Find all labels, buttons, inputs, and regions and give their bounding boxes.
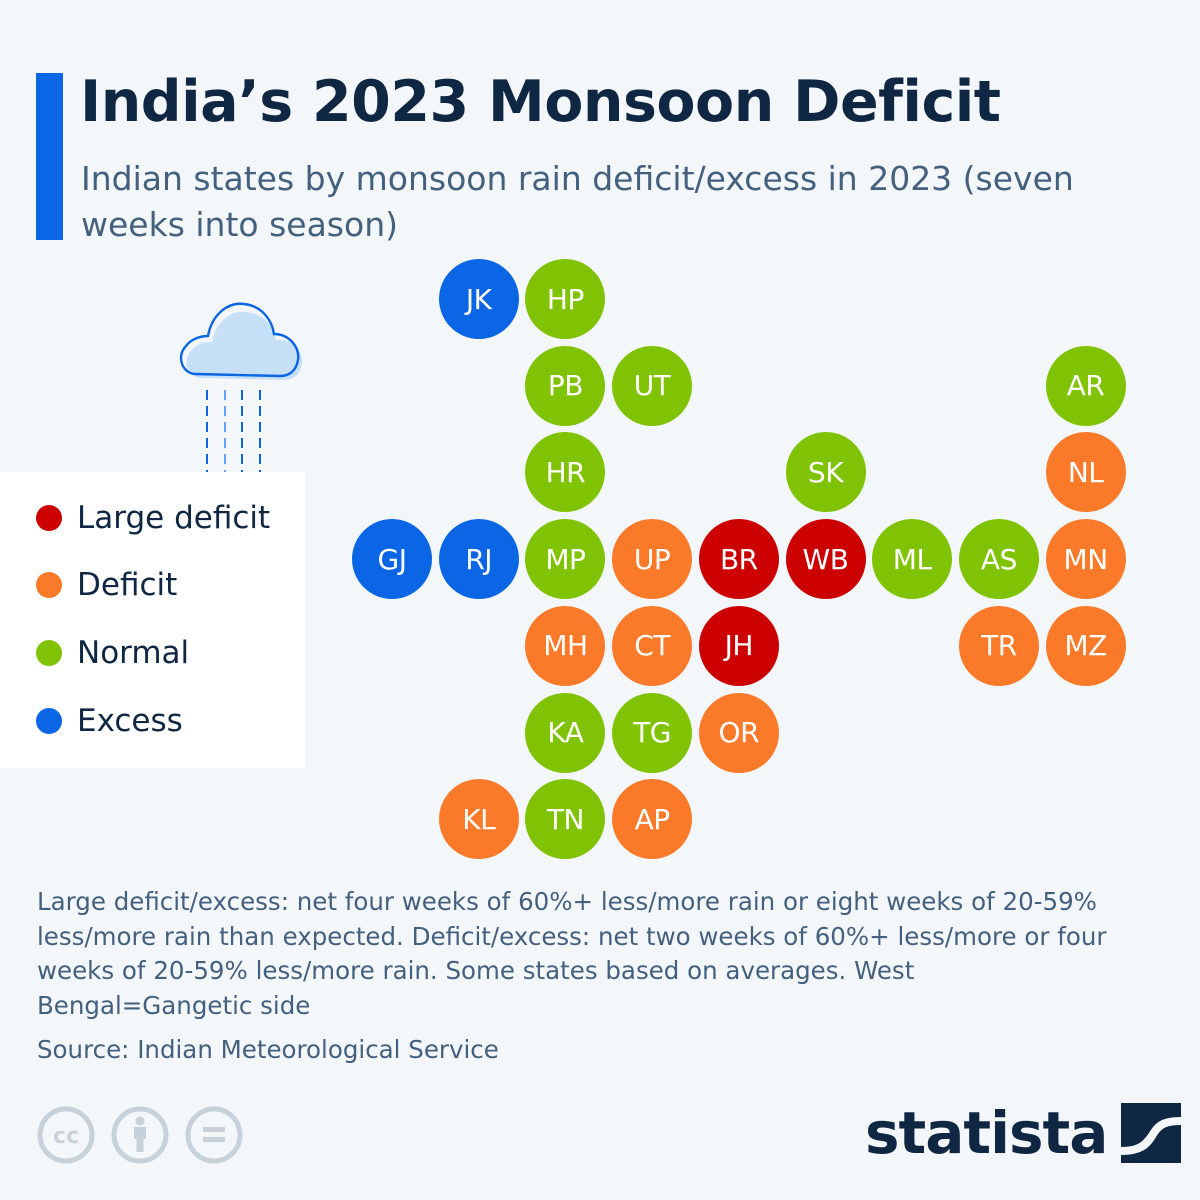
legend-label: Deficit [77, 567, 178, 603]
footnote: Large deficit/excess: net four weeks of … [37, 887, 1107, 1020]
state-tile-as: AS [958, 519, 1039, 600]
brand-wordmark: statista [865, 1099, 1108, 1167]
title-accent-bar [36, 73, 63, 240]
state-tile-br: BR [698, 519, 779, 600]
legend-label: Excess [77, 703, 183, 739]
state-tile-ap: AP [612, 779, 693, 860]
state-tile-wb: WB [785, 519, 866, 600]
state-tile-hr: HR [525, 432, 606, 513]
rain-cloud-icon [179, 302, 303, 490]
legend-dot-deficit [36, 572, 62, 598]
legend-item-normal: Normal [36, 633, 189, 673]
state-tile-kl: KL [438, 779, 519, 860]
state-tile-gj: GJ [352, 519, 432, 600]
state-tile-mz: MZ [1045, 605, 1126, 686]
legend-label: Large deficit [77, 500, 271, 536]
state-tile-nl: NL [1045, 432, 1126, 513]
cc-icon[interactable]: cc [36, 1105, 96, 1165]
legend-dot-normal [36, 640, 62, 666]
state-tile-up: UP [612, 519, 693, 600]
license-icons: cc [36, 1105, 244, 1165]
legend-dot-large-deficit [36, 505, 62, 531]
state-tile-mp: MP [525, 519, 606, 600]
state-tile-sk: SK [785, 432, 866, 513]
legend-label: Normal [77, 635, 190, 671]
page-title: India’s 2023 Monsoon Deficit [80, 69, 1001, 135]
source-note: Source: Indian Meteorological Service [37, 1035, 499, 1064]
state-tile-pb: PB [525, 345, 606, 426]
legend-item-deficit: Deficit [36, 565, 177, 605]
statista-brand[interactable]: statista [865, 1098, 1182, 1168]
state-tile-map: JK HP PB UT AR HR SK NL GJ RJ MP UP BR WB ML AS MN MH CT JH… [352, 259, 1126, 860]
state-tile-ct: CT [612, 605, 693, 686]
state-tile-rj: RJ [438, 519, 519, 600]
state-tile-hp: HP [525, 259, 606, 339]
legend-dot-excess [36, 708, 62, 734]
state-tile-tg: TG [612, 692, 693, 773]
state-tile-tn: TN [525, 779, 606, 860]
legend: Large deficit Deficit Normal Excess [0, 472, 305, 768]
svg-text:cc: cc [53, 1124, 79, 1149]
state-tile-ar: AR [1045, 345, 1126, 426]
state-tile-mh: MH [525, 605, 606, 686]
state-tile-tr: TR [958, 605, 1039, 686]
page-subtitle: Indian states by monsoon rain deficit/ex… [81, 159, 1074, 244]
state-tile-or: OR [698, 692, 779, 773]
state-tile-ut: UT [612, 345, 693, 426]
legend-item-excess: Excess [36, 701, 183, 741]
state-tile-mn: MN [1045, 519, 1126, 600]
no-derivatives-icon[interactable] [184, 1105, 244, 1165]
state-tile-ml: ML [872, 519, 953, 600]
statista-logo-icon [1121, 1103, 1182, 1163]
state-tile-jk: JK [438, 259, 519, 339]
attribution-icon[interactable] [110, 1105, 170, 1165]
legend-item-large-deficit: Large deficit [36, 498, 270, 538]
state-tile-ka: KA [525, 692, 606, 773]
state-tile-jh: JH [698, 605, 779, 686]
